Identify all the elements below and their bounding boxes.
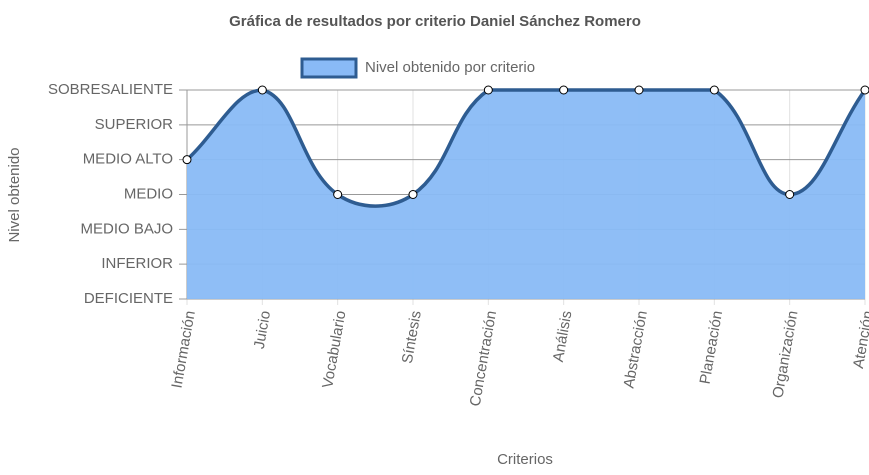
y-tick-label: SOBRESALIENTE xyxy=(48,81,173,98)
x-tick-label: Análisis xyxy=(550,309,576,363)
y-axis-title: Nivel obtenido xyxy=(6,147,23,242)
point xyxy=(333,190,343,199)
point xyxy=(408,190,418,199)
point xyxy=(634,85,644,95)
x-tick-label: Concentración xyxy=(467,309,501,407)
x-tick-label: Abstracción xyxy=(620,309,650,389)
y-tick-label: INFERIOR xyxy=(101,255,173,272)
legend-label: Nivel obtenido por criterio xyxy=(365,59,535,76)
y-tick-label: MEDIO ALTO xyxy=(83,151,173,168)
y-tick-label: MEDIO xyxy=(124,185,173,202)
y-tick-label: MEDIO BAJO xyxy=(80,220,173,237)
point xyxy=(785,190,795,199)
x-axis-title: Criterios xyxy=(497,451,553,468)
y-tick-label: DEFICIENTE xyxy=(84,290,173,307)
x-tick-label: Información xyxy=(168,309,198,389)
point xyxy=(257,85,267,95)
point xyxy=(182,155,192,165)
point xyxy=(559,85,569,95)
legend-swatch xyxy=(300,57,358,79)
x-tick-label: Organización xyxy=(769,309,801,399)
area xyxy=(187,90,865,299)
point xyxy=(709,85,719,95)
x-tick-label: Atención xyxy=(850,309,869,369)
point xyxy=(860,85,869,95)
x-tick-label: Juicio xyxy=(251,309,274,350)
y-tick-label: SUPERIOR xyxy=(95,116,174,133)
line xyxy=(185,88,867,208)
point xyxy=(483,85,493,95)
x-tick-label: Síntesis xyxy=(399,309,425,365)
x-tick-label: Planeación xyxy=(697,309,727,385)
chart-title: Gráfica de resultados por criterio Danie… xyxy=(229,13,641,30)
x-tick-label: Vocabulario xyxy=(319,309,349,389)
